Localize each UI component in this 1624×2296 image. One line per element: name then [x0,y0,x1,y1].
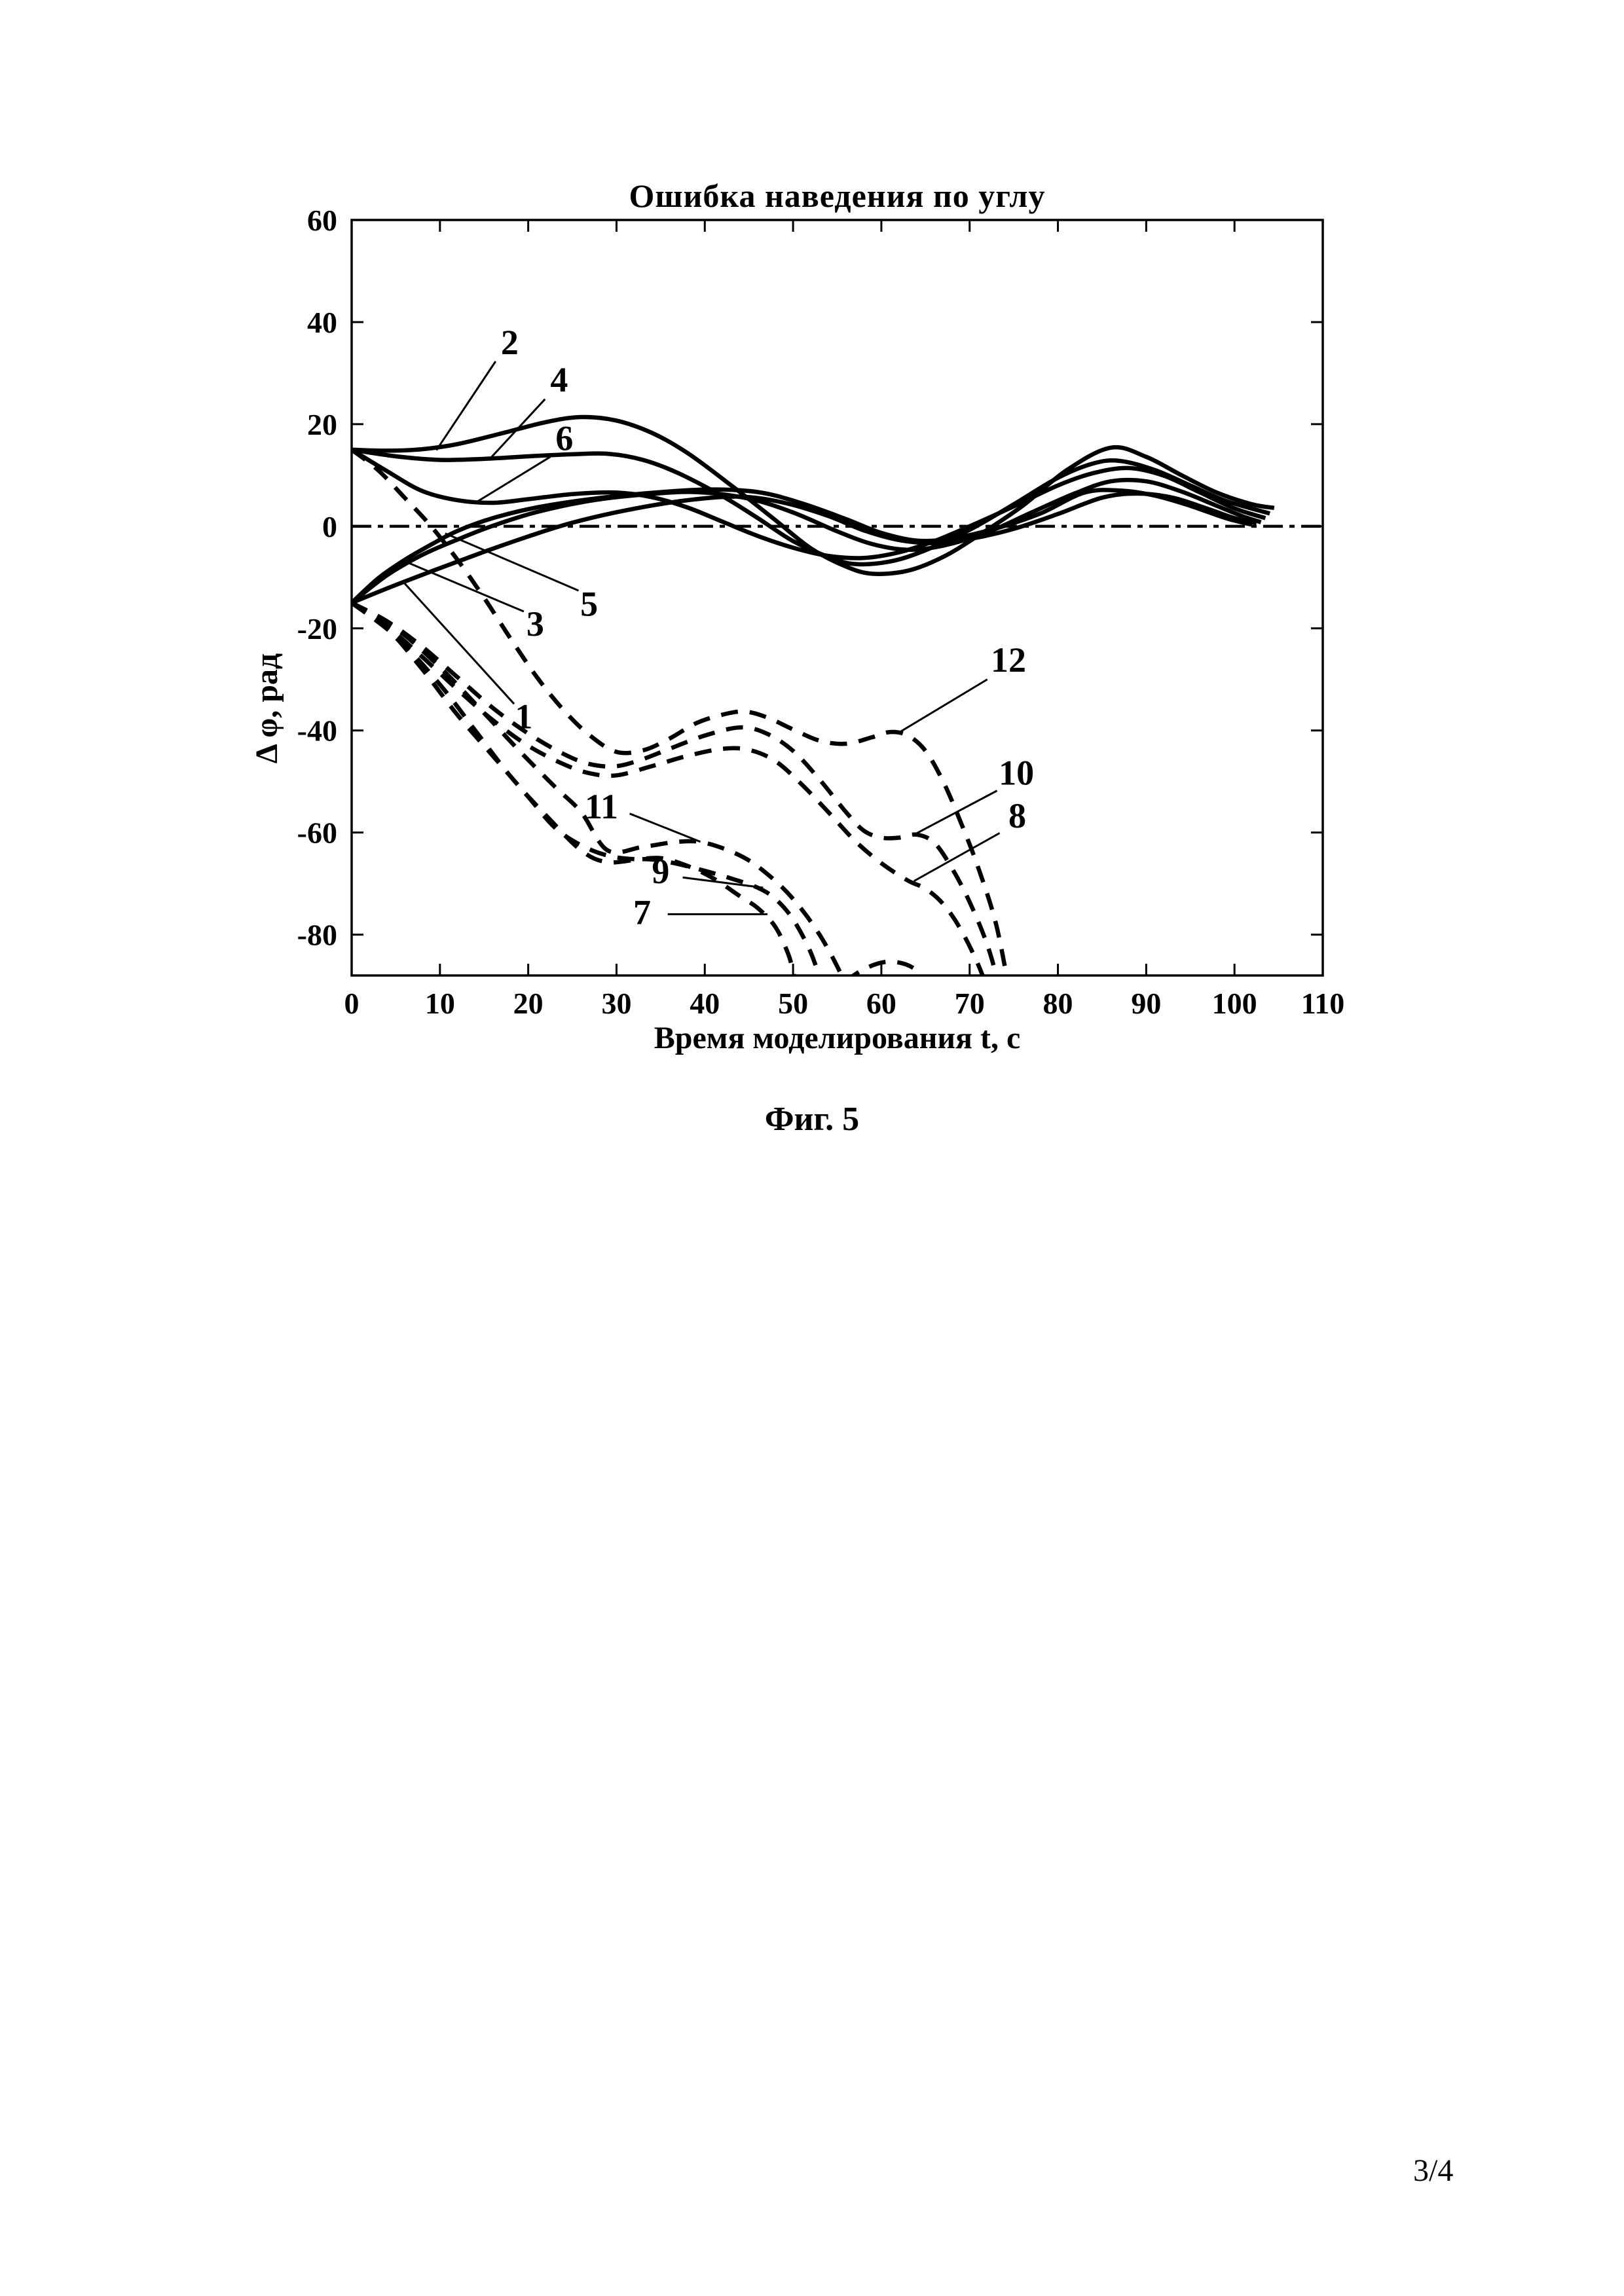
curve-label-12: 12 [991,640,1026,680]
y-tick-label: 20 [307,408,337,441]
curve-8 [352,601,985,975]
curve-label-7: 7 [633,892,651,932]
y-tick-label: -40 [297,714,337,748]
chart-title: Ошибка наведения по углу [629,177,1046,214]
leader-line-6 [476,456,551,503]
curve-label-5: 5 [580,584,598,623]
y-tick-label: 60 [307,204,337,237]
curve-9 [352,601,822,975]
x-tick-label: 110 [1301,987,1344,1020]
curve-label-6: 6 [555,419,573,458]
curves-group [352,414,1275,975]
curve-label-2: 2 [501,323,519,362]
y-tick-label: -20 [297,612,337,646]
x-tick-label: 40 [690,987,720,1020]
x-tick-label: 30 [601,987,631,1020]
curve-5 [352,487,1253,605]
x-tick-label: 60 [866,987,896,1020]
y-tick-label: -60 [297,816,337,850]
leader-line-12 [899,678,988,733]
x-tick-label: 0 [344,987,360,1020]
leader-line-2 [435,361,497,451]
curve-7 [352,601,925,975]
x-tick-label: 70 [955,987,985,1020]
curve-11 [352,600,844,975]
x-tick-label: 50 [778,987,808,1020]
leader-line-5 [445,532,580,592]
x-axis-label: Время моделирования t, с [654,1021,1021,1055]
page-number: 3/4 [1413,2153,1454,2188]
y-tick-label: -80 [297,919,337,952]
x-tick-label: 100 [1212,987,1257,1020]
plot-frame [350,219,1324,977]
leader-line-1 [403,581,515,705]
curve-label-10: 10 [999,753,1034,792]
y-tick-label: 40 [307,306,337,339]
curve-label-8: 8 [1008,796,1026,835]
leader-line-9 [682,876,764,889]
leader-line-3 [406,561,525,613]
curve-12 [352,448,1009,975]
leader-line-8 [913,832,1001,883]
y-tick-label: 0 [322,510,337,543]
leader-line-11 [629,812,701,843]
curve-label-9: 9 [652,852,669,891]
curve-6 [352,448,1266,560]
curve-label-11: 11 [585,787,618,826]
curve-10 [352,600,999,975]
curve-3 [352,477,1262,605]
curve-label-3: 3 [526,604,544,644]
figure-caption: Фиг. 5 [764,1101,860,1138]
y-axis-label: Δ φ, рад [249,653,284,764]
x-tick-label: 90 [1131,987,1161,1020]
x-tick-label: 80 [1043,987,1073,1020]
curve-label-4: 4 [550,360,568,399]
x-tick-label: 10 [425,987,455,1020]
x-tick-label: 20 [513,987,544,1020]
leader-line-10 [912,790,998,837]
curve-label-1: 1 [515,697,532,737]
leader-line-4 [489,398,546,460]
